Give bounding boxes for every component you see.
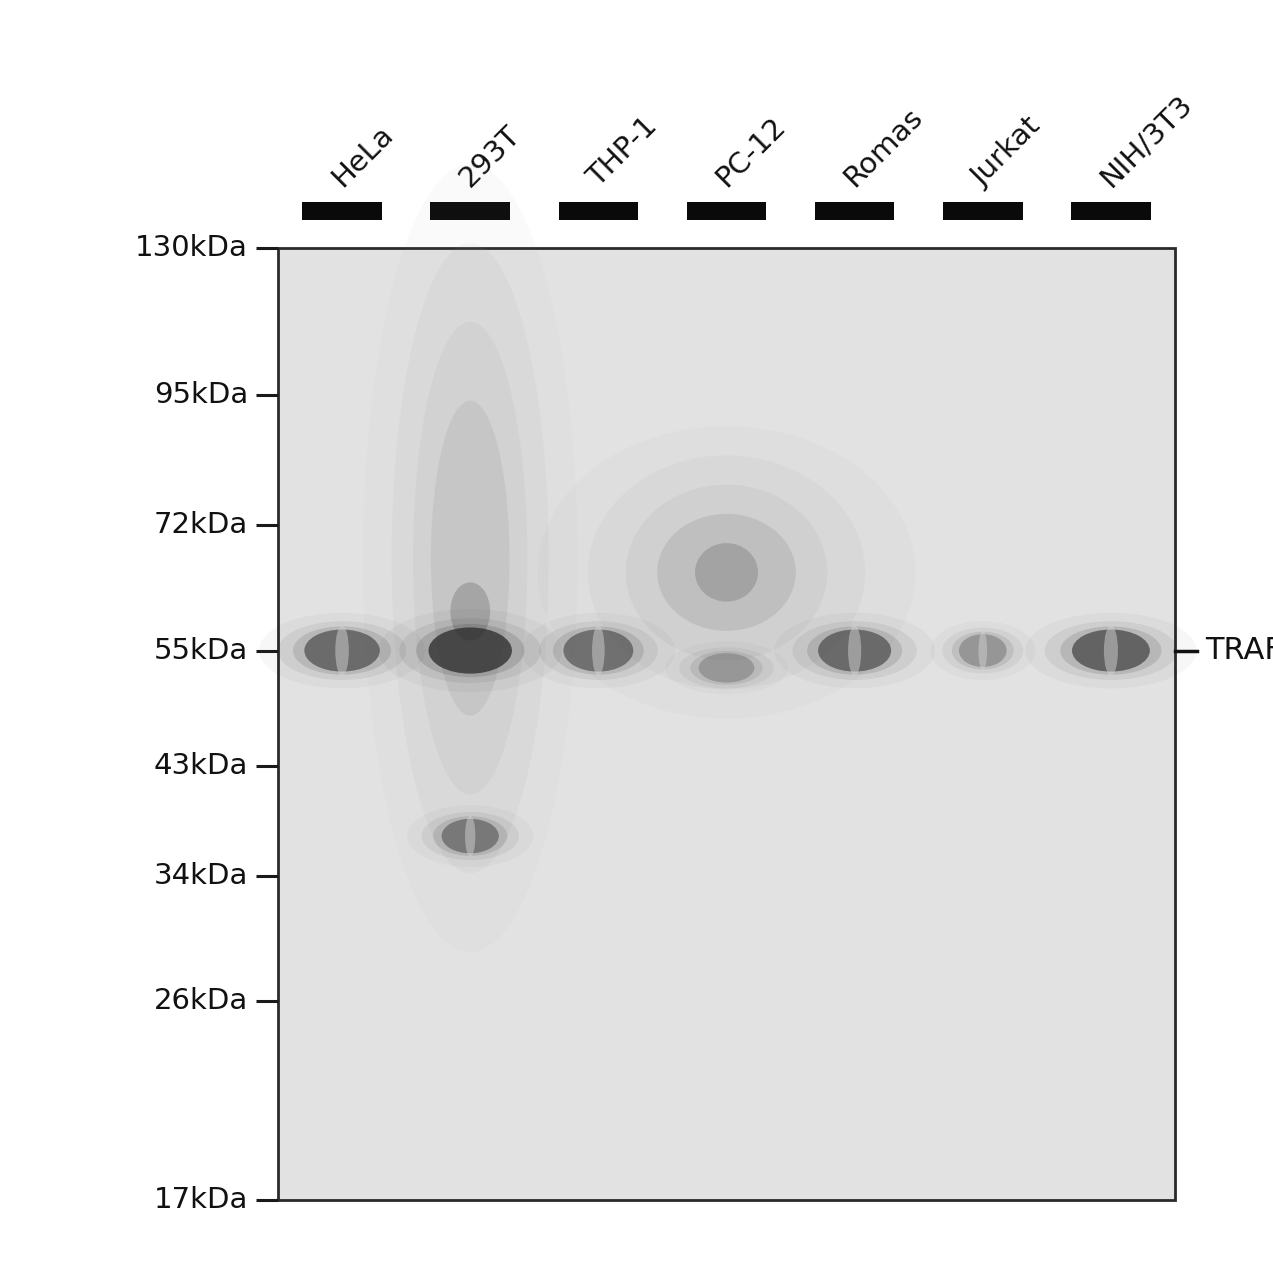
Ellipse shape [278, 621, 406, 680]
Ellipse shape [807, 626, 903, 675]
Text: 34kDa: 34kDa [154, 861, 248, 890]
Text: Romas: Romas [839, 102, 928, 192]
Text: 130kDa: 130kDa [135, 234, 248, 262]
Ellipse shape [979, 631, 987, 671]
Ellipse shape [392, 243, 549, 873]
Ellipse shape [680, 648, 774, 689]
Ellipse shape [451, 582, 490, 640]
Ellipse shape [564, 630, 633, 672]
Ellipse shape [1104, 626, 1118, 676]
Ellipse shape [400, 618, 541, 684]
Ellipse shape [1045, 621, 1178, 680]
Text: TRAF2: TRAF2 [1206, 636, 1273, 666]
Text: THP-1: THP-1 [583, 111, 663, 192]
Ellipse shape [959, 634, 1007, 667]
Text: NIH/3T3: NIH/3T3 [1095, 90, 1198, 192]
Ellipse shape [942, 627, 1023, 673]
Ellipse shape [592, 626, 605, 676]
Ellipse shape [690, 652, 763, 685]
Ellipse shape [442, 819, 499, 854]
Bar [943, 202, 1022, 220]
Text: 55kDa: 55kDa [154, 636, 248, 664]
Bar [303, 202, 382, 220]
Ellipse shape [538, 621, 658, 680]
Ellipse shape [433, 817, 508, 856]
Ellipse shape [430, 401, 509, 716]
Text: HeLa: HeLa [326, 120, 398, 192]
Text: 95kDa: 95kDa [154, 380, 248, 408]
Ellipse shape [552, 626, 644, 675]
Ellipse shape [695, 543, 757, 602]
Bar [278, 248, 1175, 1201]
Ellipse shape [451, 582, 490, 640]
Bar [815, 202, 895, 220]
Ellipse shape [793, 621, 917, 680]
Ellipse shape [304, 630, 379, 672]
Bar [686, 202, 766, 220]
Text: 293T: 293T [454, 120, 526, 192]
Bar [559, 202, 638, 220]
Ellipse shape [699, 653, 755, 682]
Ellipse shape [429, 627, 512, 673]
Text: 26kDa: 26kDa [154, 987, 248, 1015]
Ellipse shape [293, 626, 391, 675]
Bar [430, 202, 510, 220]
Ellipse shape [335, 626, 349, 676]
Ellipse shape [819, 630, 891, 672]
Text: 72kDa: 72kDa [154, 511, 248, 539]
Ellipse shape [412, 321, 527, 795]
Ellipse shape [588, 456, 866, 690]
Ellipse shape [1060, 626, 1161, 675]
Ellipse shape [657, 513, 796, 631]
Bar [1071, 202, 1151, 220]
Ellipse shape [1072, 630, 1150, 672]
Text: Jurkat: Jurkat [967, 113, 1046, 192]
Ellipse shape [416, 623, 524, 677]
Ellipse shape [421, 812, 519, 860]
Ellipse shape [952, 632, 1013, 669]
Ellipse shape [465, 815, 475, 856]
Text: PC-12: PC-12 [710, 111, 791, 192]
Text: 17kDa: 17kDa [154, 1187, 248, 1213]
Ellipse shape [848, 626, 862, 676]
Ellipse shape [626, 485, 827, 660]
Text: 43kDa: 43kDa [154, 751, 248, 780]
Ellipse shape [451, 582, 490, 640]
